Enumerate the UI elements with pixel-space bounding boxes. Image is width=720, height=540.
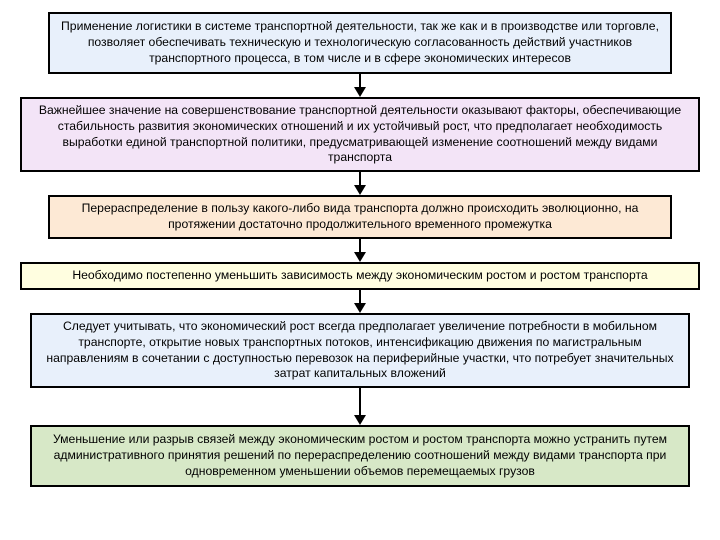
flow-arrow-a5 [354,388,366,425]
arrow-shaft [359,172,361,185]
arrow-head-icon [354,185,366,195]
flow-box-box2: Важнейшее значение на совершенствование … [20,97,700,172]
flow-box-box6: Уменьшение или разрыв связей между эконо… [30,425,690,487]
arrow-head-icon [354,252,366,262]
flow-box-text: Необходимо постепенно уменьшить зависимо… [72,268,647,284]
arrow-shaft [359,388,361,415]
flow-box-text: Применение логистики в системе транспорт… [60,19,660,67]
flow-box-text: Перераспределение в пользу какого-либо в… [60,201,660,233]
flow-box-box3: Перераспределение в пользу какого-либо в… [48,195,672,239]
arrow-shaft [359,239,361,252]
flow-arrow-a1 [354,74,366,97]
flow-arrow-a3 [354,239,366,262]
arrow-shaft [359,290,361,303]
flow-box-box5: Следует учитывать, что экономический рос… [30,313,690,388]
flow-arrow-a2 [354,172,366,195]
arrow-head-icon [354,303,366,313]
flow-box-text: Важнейшее значение на совершенствование … [32,103,688,166]
flow-arrow-a4 [354,290,366,313]
flow-box-text: Уменьшение или разрыв связей между эконо… [42,432,678,480]
arrow-head-icon [354,415,366,425]
arrow-head-icon [354,87,366,97]
arrow-shaft [359,74,361,87]
flow-box-text: Следует учитывать, что экономический рос… [42,319,678,382]
flow-box-box4: Необходимо постепенно уменьшить зависимо… [20,262,700,290]
flow-box-box1: Применение логистики в системе транспорт… [48,12,672,74]
